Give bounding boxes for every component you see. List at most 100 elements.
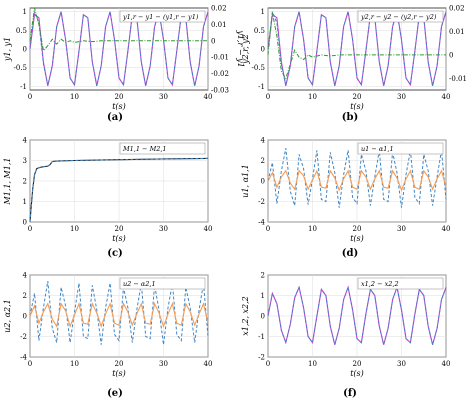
xtick-label-f: 0 (266, 360, 270, 368)
series-line-a-1 (29, 11, 209, 87)
ytick-label-b: 0 (261, 46, 265, 54)
ytick-label-c: 0 (23, 219, 27, 227)
legend-entry-e: u2 − α2,1 (123, 280, 156, 288)
xtick-label-c: 0 (28, 225, 32, 233)
ytick-label-f: -2 (258, 354, 265, 362)
ytick-label-e: -4 (20, 354, 27, 362)
xtick-label-f: 20 (353, 360, 362, 368)
xtick-label-d: 30 (397, 225, 406, 233)
ytick-label-d: 0 (261, 178, 265, 186)
panel-tag-a: (a) (107, 112, 123, 123)
xtick-label-b: 30 (397, 93, 406, 101)
xtick-label-d: 20 (353, 225, 362, 233)
y2tick-label-a: 0 (211, 37, 215, 45)
panel-tag-f: (f) (343, 388, 357, 399)
x-axis-label-e: t(s) (112, 369, 126, 378)
xtick-label-e: 0 (28, 360, 32, 368)
ytick-label-b: 0.5 (254, 27, 265, 35)
ytick-label-a: -0.5 (14, 64, 28, 72)
ytick-label-c: 3 (23, 157, 27, 165)
ytick-label-c: 4 (23, 137, 28, 145)
xtick-label-d: 10 (308, 225, 317, 233)
x-axis-label-b: t(s) (350, 102, 364, 111)
xtick-label-a: 0 (28, 93, 32, 101)
legend-box-f (357, 277, 444, 290)
legend-box-d (357, 142, 444, 155)
y2tick-label-b: 0.01 (449, 28, 465, 36)
xtick-label-a: 10 (70, 93, 79, 101)
series-line-e-0 (29, 281, 209, 345)
y2tick-label-a: -0.03 (211, 87, 229, 95)
series-line-f-1 (267, 285, 447, 345)
ytick-label-a: 0 (23, 46, 27, 54)
panel-tag-d: (d) (342, 248, 358, 259)
ytick-label-f: 2 (261, 272, 265, 280)
series-line-c-1 (29, 157, 209, 223)
ytick-label-d: -2 (258, 198, 265, 206)
xtick-label-e: 40 (204, 360, 213, 368)
xtick-label-c: 40 (204, 225, 213, 233)
y-axis-label-b: y2,r, y2 (241, 34, 250, 65)
ytick-label-f: -1 (258, 333, 265, 341)
xtick-label-d: 0 (266, 225, 270, 233)
ytick-label-f: 0 (261, 313, 265, 321)
y-axis-label-e: u2, α2,1 (3, 299, 12, 332)
xtick-label-c: 10 (70, 225, 79, 233)
legend-entry-d: u1 − α1,1 (361, 145, 394, 153)
series-line-d-1 (267, 169, 447, 192)
legend-box-c (119, 142, 206, 155)
x-axis-label-a: t(s) (112, 102, 126, 111)
x-axis-label-d: t(s) (350, 234, 364, 243)
ytick-label-b: -0.5 (252, 64, 266, 72)
legend-box-e (119, 277, 206, 290)
y2-axis-label-a: y1,r − y1 (236, 29, 245, 67)
y-axis-label-a: y1, y1 (3, 37, 12, 62)
xtick-label-a: 20 (115, 93, 124, 101)
y-axis-label-f: x1,2, x2,2 (241, 296, 250, 336)
ytick-label-c: 2 (23, 178, 27, 186)
ytick-label-e: 2 (23, 292, 27, 300)
xtick-label-c: 30 (159, 225, 168, 233)
ytick-label-b: -1 (258, 83, 265, 91)
series-line-b-1 (267, 11, 447, 87)
y2tick-label-a: -0.02 (211, 70, 229, 78)
ytick-label-e: 4 (23, 272, 28, 280)
ytick-label-d: 2 (261, 157, 265, 165)
y2tick-label-a: -0.01 (211, 54, 229, 62)
y2tick-label-b: -0.01 (449, 75, 467, 83)
xtick-label-b: 10 (308, 93, 317, 101)
xtick-label-b: 20 (353, 93, 362, 101)
ytick-label-f: 1 (261, 292, 265, 300)
ytick-label-d: 4 (261, 137, 266, 145)
series-line-b-2 (267, 12, 446, 80)
x-axis-label-c: t(s) (112, 234, 126, 243)
ytick-label-d: -4 (258, 219, 265, 227)
xtick-label-a: 30 (159, 93, 168, 101)
xtick-label-d: 40 (442, 225, 451, 233)
xtick-label-e: 20 (115, 360, 124, 368)
xtick-label-f: 40 (442, 360, 451, 368)
xtick-label-e: 30 (159, 360, 168, 368)
legend-entry-c: M1,1 − M2,1 (122, 145, 167, 153)
y-axis-label-c: M1,1, M1,1 (3, 158, 12, 206)
series-line-a-2 (29, 7, 208, 52)
ytick-label-a: 0.5 (16, 27, 27, 35)
xtick-label-c: 20 (115, 225, 124, 233)
ytick-label-b: 1 (261, 8, 265, 16)
legend-entry-a: y1,r − y1 − (y1,r − y1) (122, 13, 199, 21)
y2tick-label-a: 0.02 (211, 5, 227, 13)
panel-tag-b: (b) (342, 112, 358, 123)
panel-tag-e: (e) (107, 388, 123, 399)
x-axis-label-f: t(s) (350, 369, 364, 378)
y2tick-label-a: 0.01 (211, 21, 227, 29)
xtick-label-b: 0 (266, 93, 270, 101)
ytick-label-a: -1 (20, 83, 27, 91)
legend-box-a (119, 10, 206, 23)
xtick-label-f: 30 (397, 360, 406, 368)
legend-box-b (357, 10, 444, 23)
legend-entry-b: y2,r − y2 − (y2,r − y2) (360, 13, 437, 21)
xtick-label-a: 40 (204, 93, 213, 101)
legend-entry-f: x1,2 − x2,2 (361, 280, 399, 288)
series-line-d-0 (267, 148, 447, 208)
